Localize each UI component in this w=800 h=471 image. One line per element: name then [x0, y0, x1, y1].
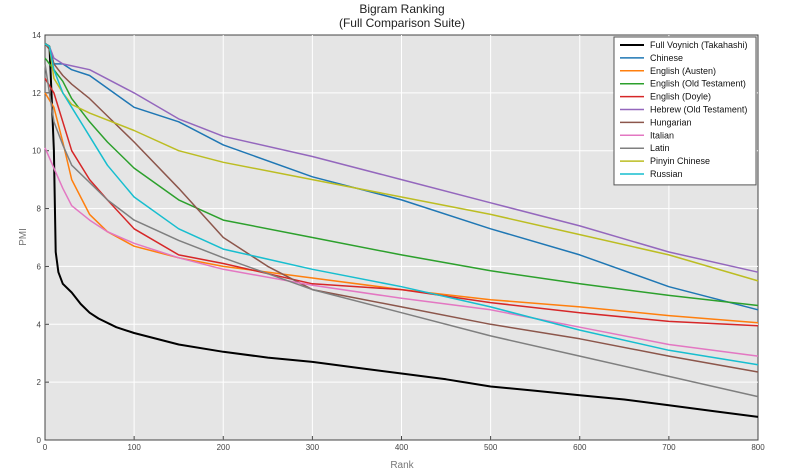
legend-label-hungarian: Hungarian — [650, 117, 692, 127]
x-axis-label: Rank — [390, 460, 414, 471]
x-tick-label: 0 — [43, 443, 48, 452]
y-axis-label: PMI — [18, 228, 29, 246]
legend-label-english-doyle: English (Doyle) — [650, 92, 711, 102]
x-tick-label: 100 — [127, 443, 141, 452]
legend-label-hebrew-old-testament: Hebrew (Old Testament) — [650, 105, 747, 115]
y-tick-label: 4 — [37, 320, 42, 329]
series-line-pinyin-chinese — [44, 43, 759, 282]
legend-label-english-austen: English (Austen) — [650, 66, 716, 76]
series-line-russian — [44, 43, 759, 366]
y-tick-label: 14 — [32, 31, 41, 40]
chart-subtitle: (Full Comparison Suite) — [339, 16, 465, 30]
x-tick-label: 500 — [484, 443, 498, 452]
grid-lines — [45, 35, 758, 440]
legend-label-english-old-testament: English (Old Testament) — [650, 79, 746, 89]
y-tick-label: 8 — [37, 205, 42, 214]
series-line-full-voynich-takahashi — [44, 42, 759, 418]
y-tick-label: 6 — [37, 262, 42, 271]
legend-label-full-voynich-takahashi: Full Voynich (Takahashi) — [650, 40, 748, 50]
chart-title: Bigram Ranking — [359, 2, 444, 16]
x-tick-label: 400 — [395, 443, 409, 452]
legend-label-italian: Italian — [650, 130, 674, 140]
x-tick-label: 700 — [662, 443, 676, 452]
legend-label-latin: Latin — [650, 143, 670, 153]
series-line-english-doyle — [44, 78, 759, 327]
legend-label-russian: Russian — [650, 169, 683, 179]
legend-box — [613, 36, 757, 186]
series-line-english-old-testament — [44, 57, 759, 307]
series-line-italian — [44, 147, 759, 357]
series-line-chinese — [44, 43, 759, 311]
y-tick-label: 2 — [37, 378, 42, 387]
y-tick-label: 10 — [32, 147, 41, 156]
series-lines — [44, 42, 759, 418]
x-tick-label: 600 — [573, 443, 587, 452]
legend-label-chinese: Chinese — [650, 53, 683, 63]
legend-label-pinyin-chinese: Pinyin Chinese — [650, 156, 710, 166]
series-line-latin — [44, 63, 759, 398]
y-tick-label: 0 — [37, 436, 42, 445]
series-line-hungarian — [44, 43, 759, 373]
series-line-hebrew-old-testament — [44, 43, 759, 273]
x-tick-label: 300 — [306, 443, 320, 452]
y-tick-label: 12 — [32, 89, 41, 98]
x-tick-label: 800 — [751, 443, 765, 452]
axis-ticks: 0 100 200 300 400 500 600 700 800 0 2 4 6 8 10 12 14 — [32, 31, 765, 452]
x-tick-label: 200 — [217, 443, 231, 452]
legend: Full Voynich (Takahashi) Chinese English (… — [613, 36, 757, 186]
